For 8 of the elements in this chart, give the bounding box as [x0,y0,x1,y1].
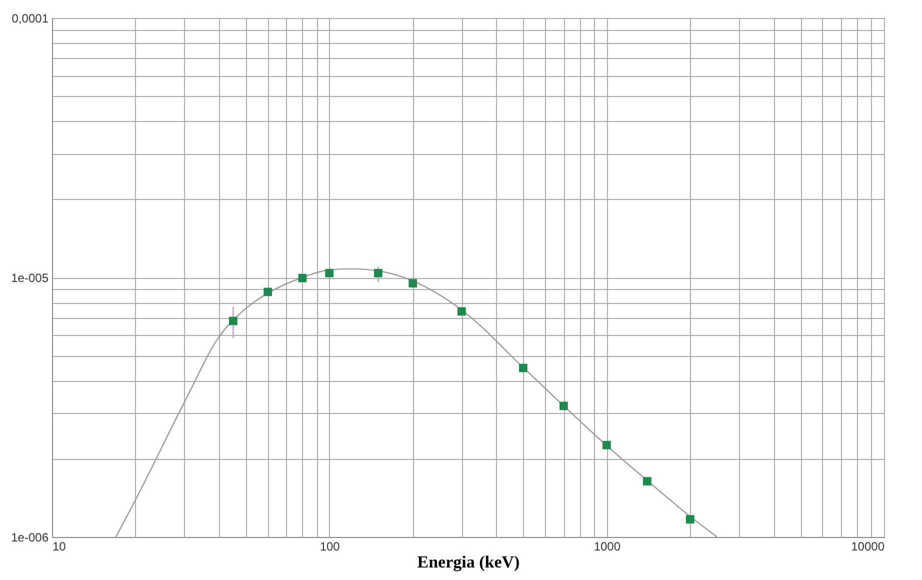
x-axis-title: Energia (keV) [417,552,520,572]
x-tick-label: 10000 [851,540,885,554]
x-tick-label: 1000 [594,540,621,554]
x-tick-label: 10 [52,540,66,554]
y-tick-label: 0,0001 [12,12,49,26]
y-tick-label: 1e-005 [11,271,49,285]
y-tick-label: 1e-006 [11,530,49,544]
x-tick-label: 100 [320,540,340,554]
